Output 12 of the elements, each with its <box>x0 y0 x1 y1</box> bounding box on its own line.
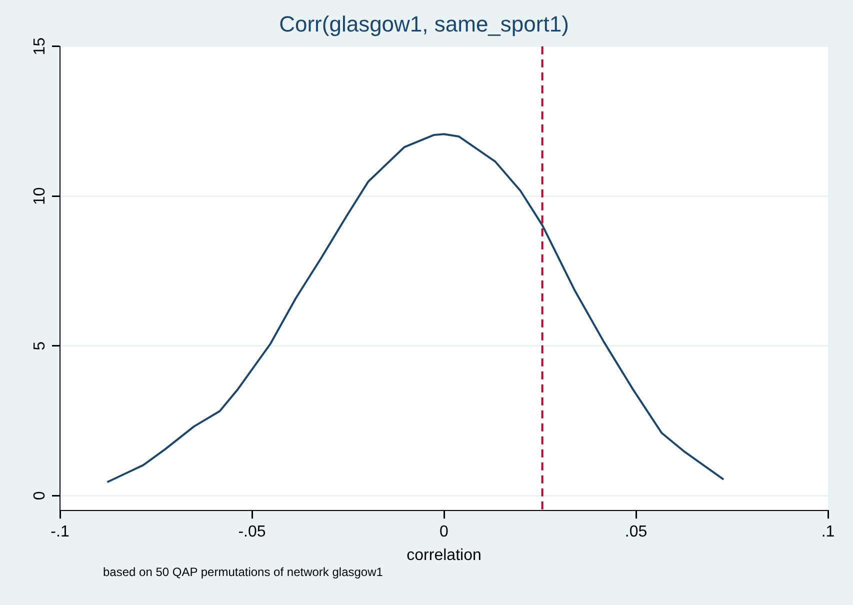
x-tick-label: -.1 <box>50 524 70 541</box>
x-axis-title: correlation <box>406 546 482 564</box>
chart-title: Corr(glasgow1, same_sport1) <box>279 11 569 36</box>
x-tick-label: .1 <box>821 524 835 541</box>
y-tick-label: 15 <box>31 37 48 56</box>
y-tick-label: 0 <box>31 491 48 500</box>
y-tick-label: 10 <box>31 187 48 206</box>
x-tick-label: -.05 <box>238 524 266 541</box>
text: based on 50 QAP permutations of network glasgow1 <box>103 565 384 579</box>
x-tick-label: .05 <box>624 524 648 541</box>
x-tick-label: 0 <box>440 524 449 541</box>
y-tick-label: 5 <box>31 341 48 350</box>
